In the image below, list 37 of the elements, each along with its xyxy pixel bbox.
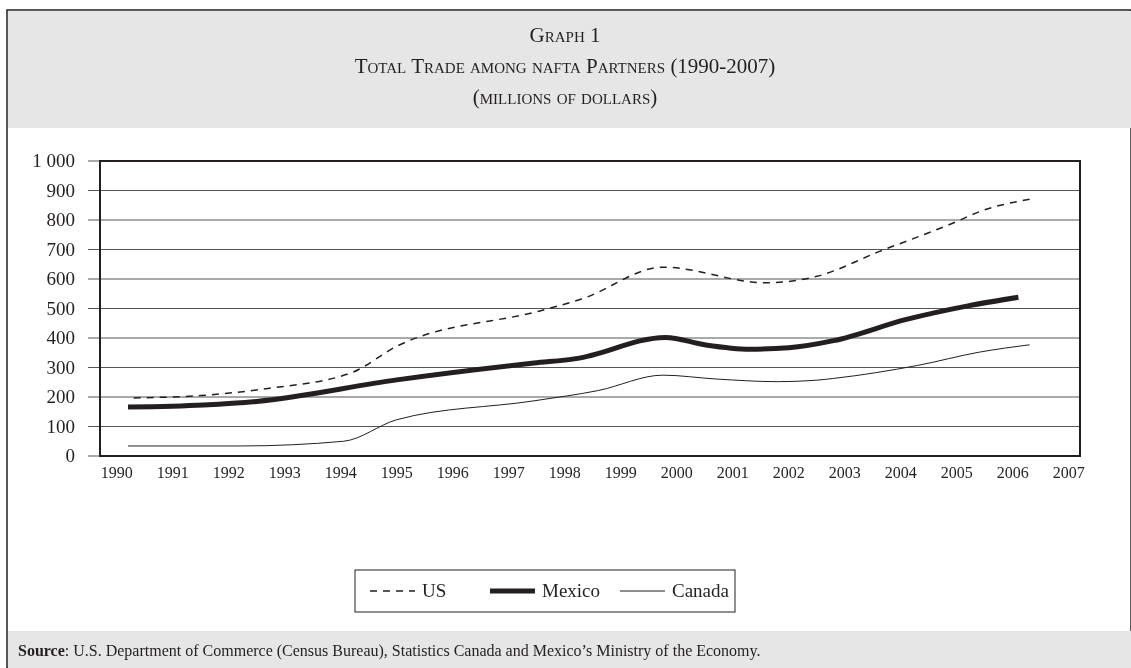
y-tick-label: 800 (46, 209, 75, 230)
x-tick-label: 2006 (996, 464, 1029, 481)
x-tick-label: 2002 (772, 464, 805, 481)
x-tick-label: 1996 (436, 464, 469, 481)
y-tick-label: 500 (46, 297, 75, 319)
x-tick-label: 1999 (604, 464, 637, 481)
x-tick-label: 1998 (548, 464, 581, 481)
y-tick-label: 900 (46, 179, 75, 201)
y-tick-label: 400 (46, 327, 75, 348)
legend-label: Canada (672, 580, 730, 601)
chart-subtitle: Total Trade among nafta Partners (1990-2007) (millions of dollars) (354, 54, 776, 109)
y-tick-label: 200 (46, 386, 75, 407)
y-tick-label: 100 (46, 415, 75, 437)
x-tick-label: 2007 (1052, 464, 1085, 481)
x-tick-label: 2000 (660, 464, 693, 481)
y-tick-label: 300 (46, 356, 75, 378)
x-tick-label: 1991 (156, 464, 189, 481)
line-series (127, 344, 1031, 447)
line-series (132, 198, 1031, 399)
x-tick-label: 2001 (716, 464, 749, 481)
x-tick-label: 2005 (940, 464, 973, 481)
chart-title: Graph 1 (529, 23, 601, 47)
legend-label: US (422, 580, 447, 601)
y-tick-label: 0 (65, 445, 75, 466)
x-tick-label: 2003 (828, 464, 861, 481)
x-tick-label: 1990 (100, 464, 133, 481)
legend-label: Mexico (542, 580, 601, 601)
y-tick-label: 700 (46, 238, 75, 260)
x-tick-label: 1994 (324, 464, 357, 481)
x-tick-label: 1992 (212, 464, 245, 481)
x-tick-label: 1997 (492, 464, 525, 481)
source-note: Source: U.S. Department of Commerce (Census Bureau), Statistics Canada and Mexico’s Ministry of the Economy. (18, 642, 761, 660)
x-tick-label: 2004 (884, 464, 917, 481)
x-tick-label: 1995 (380, 464, 413, 481)
x-tick-label: 1993 (268, 464, 301, 481)
y-tick-label: 600 (46, 268, 75, 289)
y-tick-label: 1 000 (32, 150, 75, 171)
